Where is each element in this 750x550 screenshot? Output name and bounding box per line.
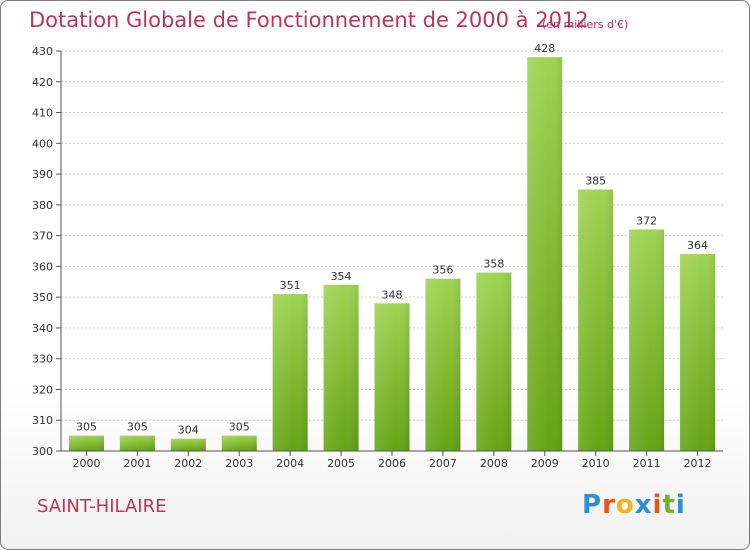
labels: 300 310 320 330 340 350 360 370 380 390 400 410 420 4… bbox=[32, 42, 712, 470]
x-tick-label: 2011 bbox=[633, 457, 661, 470]
y-tick-label: 410 bbox=[32, 107, 53, 120]
bar-value-label: 428 bbox=[534, 42, 555, 55]
logo-letter: t bbox=[662, 490, 676, 520]
logo-letter: r bbox=[602, 490, 616, 520]
logo-letter: i bbox=[675, 490, 686, 520]
axes bbox=[56, 50, 723, 456]
bar-value-label: 304 bbox=[178, 424, 199, 437]
bar-shading bbox=[578, 189, 614, 451]
y-tick-label: 400 bbox=[32, 137, 53, 150]
logo-letter: i bbox=[652, 490, 663, 520]
y-tick-label: 380 bbox=[32, 199, 53, 212]
y-tick-label: 300 bbox=[32, 445, 53, 458]
bar-shading bbox=[272, 294, 308, 451]
chart-title: Dotation Globale de Fonctionnement de 20… bbox=[29, 8, 589, 32]
x-tick-label: 2000 bbox=[72, 457, 100, 470]
bar-value-label: 385 bbox=[585, 174, 606, 187]
x-tick-label: 2007 bbox=[429, 457, 457, 470]
y-tick-label: 360 bbox=[32, 260, 53, 273]
bar-value-label: 305 bbox=[127, 421, 148, 434]
x-tick-label: 2004 bbox=[276, 457, 304, 470]
bar-value-label: 358 bbox=[483, 258, 504, 271]
x-tick-label: 2001 bbox=[123, 457, 151, 470]
bar-value-label: 364 bbox=[687, 239, 708, 252]
y-tick-label: 350 bbox=[32, 291, 53, 304]
bar-value-label: 305 bbox=[76, 421, 97, 434]
bar-value-label: 348 bbox=[382, 288, 403, 301]
x-tick-label: 2005 bbox=[327, 457, 355, 470]
x-tick-label: 2003 bbox=[225, 457, 253, 470]
logo-letter: o bbox=[615, 490, 635, 520]
x-tick-label: 2010 bbox=[582, 457, 610, 470]
logo-letter: P bbox=[582, 490, 603, 520]
bar-shading bbox=[170, 438, 206, 451]
bar-shading bbox=[527, 57, 563, 452]
bar-shading bbox=[629, 229, 665, 451]
y-tick-label: 320 bbox=[32, 383, 53, 396]
bar-shading bbox=[323, 284, 359, 451]
proxiti-logo: Proxiti bbox=[582, 490, 686, 520]
bar-shading bbox=[68, 435, 104, 451]
bar-value-label: 305 bbox=[229, 421, 250, 434]
y-tick-label: 340 bbox=[32, 322, 53, 335]
y-tick-label: 370 bbox=[32, 230, 53, 243]
bar-shading bbox=[476, 272, 512, 451]
bar-shading bbox=[425, 278, 461, 451]
x-tick-label: 2006 bbox=[378, 457, 406, 470]
x-tick-label: 2009 bbox=[531, 457, 559, 470]
x-tick-label: 2012 bbox=[684, 457, 712, 470]
x-tick-label: 2008 bbox=[480, 457, 508, 470]
bar-value-label: 354 bbox=[331, 270, 352, 283]
y-tick-label: 330 bbox=[32, 353, 53, 366]
bar-value-label: 372 bbox=[636, 214, 657, 227]
bar-shading bbox=[221, 435, 257, 451]
y-tick-label: 430 bbox=[32, 45, 53, 58]
bar-shading bbox=[119, 435, 155, 451]
bar-value-label: 351 bbox=[280, 279, 301, 292]
commune-name: SAINT-HILAIRE bbox=[37, 496, 167, 517]
y-tick-label: 420 bbox=[32, 76, 53, 89]
bars bbox=[68, 57, 716, 452]
x-tick-label: 2002 bbox=[174, 457, 202, 470]
bar-value-label: 356 bbox=[432, 264, 453, 277]
bar-shading bbox=[374, 303, 410, 451]
unit-note: (en milliers d'€) bbox=[542, 18, 629, 31]
y-tick-label: 310 bbox=[32, 414, 53, 427]
bar-shading bbox=[680, 254, 716, 451]
y-tick-label: 390 bbox=[32, 168, 53, 181]
logo-letter: x bbox=[634, 490, 653, 520]
